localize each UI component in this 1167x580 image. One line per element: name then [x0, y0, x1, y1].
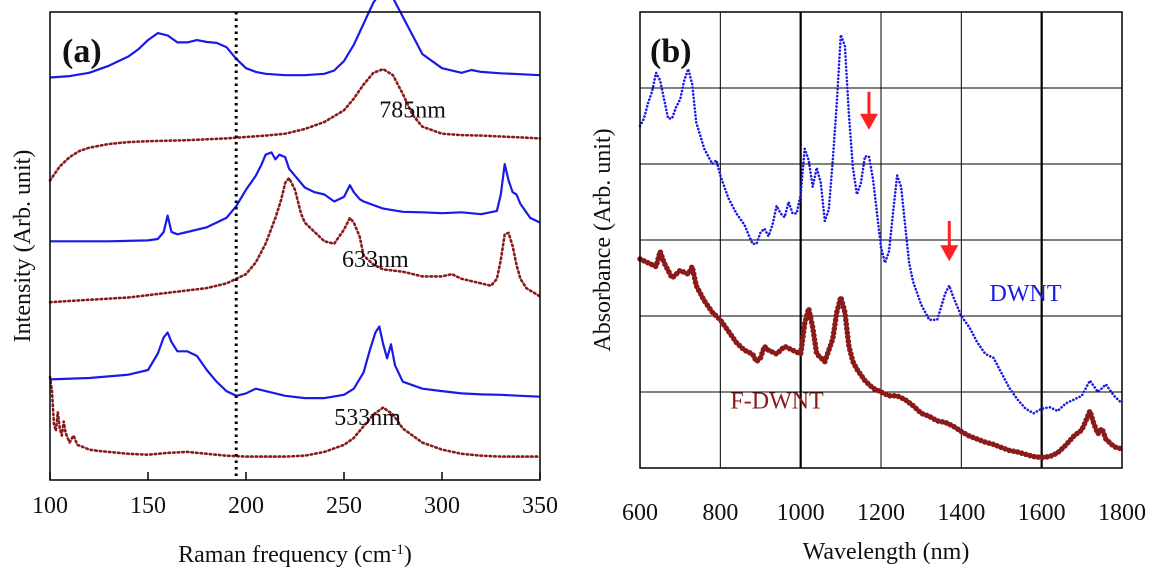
- red-arrow-head: [940, 245, 959, 262]
- red-arrow-head: [859, 113, 878, 130]
- series-633nm-dotted-line: [48, 176, 542, 304]
- x-tick-label: 1200: [857, 500, 905, 526]
- panel-a-series-group: [48, 0, 542, 458]
- x-tick-label: 250: [326, 493, 362, 519]
- panel-b-plot-frame: [639, 11, 1123, 469]
- series-DWNT-line: [638, 33, 1124, 415]
- x-tick-label: 1600: [1018, 500, 1066, 526]
- x-tick-label: 1800: [1098, 500, 1146, 526]
- series-785nm-dotted-line: [48, 67, 542, 182]
- x-tick-label: 100: [32, 493, 68, 519]
- panel-b-series-group: [637, 33, 1125, 461]
- panel-b-arrows: [859, 91, 959, 262]
- x-tick-label: 200: [228, 493, 264, 519]
- x-tick-label: 150: [130, 493, 166, 519]
- panel-b-x-ticks: 600 800 1000 1200 1400 1600 1800: [622, 500, 1146, 526]
- panel-a-y-axis-title: Intensity (Arb. unit): [10, 150, 36, 343]
- group-label-533nm: 533nm: [334, 405, 401, 431]
- group-label-785nm: 785nm: [379, 97, 446, 123]
- panel-a-plot-frame: [49, 11, 541, 481]
- series-label-DWNT: DWNT: [990, 281, 1062, 307]
- x-tick-label: 800: [702, 500, 738, 526]
- series-533nm-dotted-line: [48, 375, 542, 458]
- series-633nm-solid-line: [50, 151, 541, 243]
- group-label-633nm: 633nm: [342, 247, 409, 273]
- x-tick-label: 1000: [777, 500, 825, 526]
- x-tick-label: 1400: [937, 500, 985, 526]
- series-533nm-solid-line: [49, 325, 541, 400]
- panel-a-label: (a): [62, 33, 102, 70]
- panel-b-x-axis-title: Wavelength (nm): [803, 539, 970, 565]
- panel-b-absorbance-spectra: 600 800 1000 1200 1400 1600 1800 DWNT F-DWNT (b…: [590, 11, 1146, 565]
- series-label-F-DWNT: F-DWNT: [730, 389, 824, 415]
- series-F-DWNT-line: [637, 248, 1125, 461]
- x-tick-label: 300: [424, 493, 460, 519]
- panel-b-label: (b): [650, 33, 692, 70]
- panel-b-series-labels: DWNT F-DWNT: [730, 281, 1061, 415]
- panel-a-raman-spectra: 100 150 200 250 300 350 785nm 633nm 533nm (a) R…: [10, 0, 558, 568]
- panel-a-x-axis-title: Raman frequency (cm-1): [178, 542, 412, 568]
- x-tick-label: 600: [622, 500, 658, 526]
- x-tick-label: 350: [522, 493, 558, 519]
- series-785nm-solid-line: [49, 0, 541, 79]
- panel-b-y-axis-title: Absorbance (Arb. unit): [590, 128, 616, 351]
- panel-a-x-ticks: 100 150 200 250 300 350: [32, 472, 558, 519]
- panel-a-group-labels: 785nm 633nm 533nm: [334, 97, 446, 431]
